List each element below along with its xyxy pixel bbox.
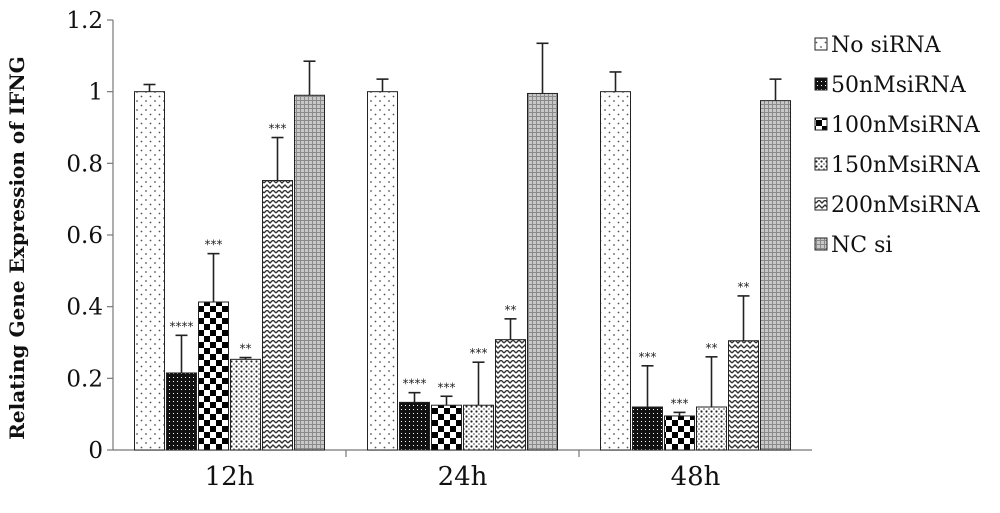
significance-label: ** [706, 341, 718, 355]
y-axis-label-group: Relating Gene Expression of IFNG [5, 56, 29, 439]
legend-swatch [814, 37, 828, 51]
y-tick-label: 0.8 [66, 151, 103, 177]
y-tick-label: 0.6 [66, 223, 103, 249]
x-tick-label: 48h [671, 462, 721, 492]
bars: **************** ****************** [134, 42, 791, 451]
significance-label: *** [205, 238, 223, 252]
legend-swatch [814, 237, 828, 251]
legend-label: No siRNA [831, 33, 942, 58]
bar [728, 340, 759, 451]
bar [230, 358, 261, 451]
bar [664, 415, 695, 451]
legend-label: 150nMsiRNA [831, 153, 981, 178]
significance-label: *** [438, 380, 456, 394]
bar [760, 100, 791, 451]
y-tick-label: 1 [88, 80, 103, 106]
bar [134, 91, 165, 451]
legend-label: NC si [831, 233, 892, 258]
x-tick-label: 12h [205, 462, 255, 492]
y-tick-label: 1.2 [66, 8, 103, 34]
significance-label: *** [470, 346, 488, 360]
bar [696, 406, 727, 451]
legend-label: 50nMsiRNA [831, 73, 967, 98]
bar [527, 92, 558, 451]
bar [495, 339, 526, 451]
significance-label: **** [170, 319, 194, 333]
bar [198, 301, 229, 451]
legend-swatch [814, 157, 828, 171]
y-axis: 0 0.2 0.4 0.6 0.8 1 1.2 [66, 8, 114, 464]
y-tick-label: 0.4 [66, 295, 103, 321]
significance-label: ** [738, 280, 750, 294]
legend-label: 100nMsiRNA [831, 113, 981, 138]
y-tick-label: 0 [88, 438, 103, 464]
bar [632, 406, 663, 451]
x-axis: 12h 24h 48h [113, 449, 812, 492]
legend-swatch [814, 77, 828, 91]
y-axis-label: Relating Gene Expression of IFNG [5, 56, 29, 439]
bar [166, 372, 197, 451]
x-tick-label: 24h [438, 462, 488, 492]
significance-label: *** [639, 350, 657, 364]
significance-label: ** [240, 342, 252, 356]
legend-label: 200nMsiRNA [831, 193, 981, 218]
significance-label: ** [505, 303, 517, 317]
legend-swatch [814, 197, 828, 211]
significance-label: **** [403, 377, 427, 391]
bar [463, 404, 494, 451]
bar [367, 91, 398, 451]
y-tick-label: 0.2 [66, 366, 103, 392]
legend-swatch [814, 117, 828, 131]
bar [431, 404, 462, 451]
legend: No siRNA 50nMsiRNA 100nMsiRNA 150nMsiRNA 200… [814, 33, 981, 258]
bar [294, 94, 325, 451]
significance-label: *** [269, 122, 287, 136]
bar [600, 91, 631, 451]
significance-label: *** [671, 396, 689, 410]
bar [399, 401, 430, 451]
bar [262, 180, 293, 451]
